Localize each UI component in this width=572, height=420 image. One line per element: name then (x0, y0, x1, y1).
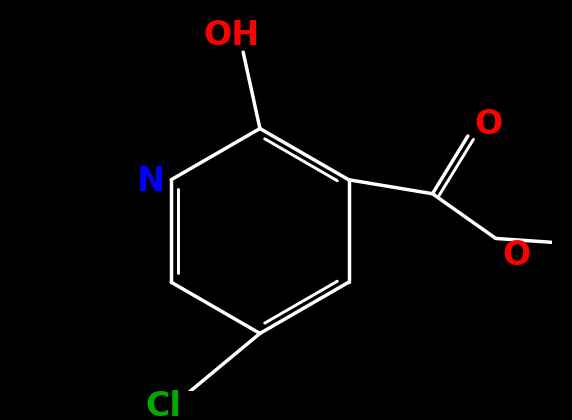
Text: N: N (137, 165, 165, 198)
Text: O: O (474, 108, 502, 141)
Text: Cl: Cl (145, 390, 181, 420)
Text: OH: OH (204, 19, 260, 52)
Text: O: O (502, 239, 530, 272)
